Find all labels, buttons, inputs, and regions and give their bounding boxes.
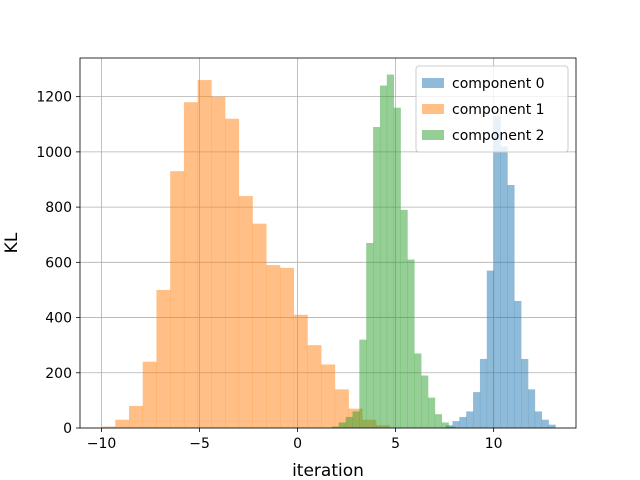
plot-frame <box>79 57 577 429</box>
x-tick-label: 5 <box>391 436 400 452</box>
axes <box>76 57 577 432</box>
bar-series-0 <box>452 421 460 428</box>
bar-series-1 <box>156 289 171 428</box>
bar-series-0 <box>521 358 529 428</box>
legend-label: component 1 <box>452 102 545 118</box>
bar-series-1 <box>101 426 116 428</box>
bar-series-2 <box>441 422 449 428</box>
bar-series-0 <box>514 300 522 428</box>
bar-series-2 <box>345 416 353 428</box>
bar-series-1 <box>307 345 322 428</box>
bar-series-2 <box>379 85 388 428</box>
bar-series-1 <box>183 102 198 428</box>
bar-series-2 <box>427 397 436 428</box>
bar-series-2 <box>393 107 401 429</box>
y-tick-label: 1200 <box>36 90 72 106</box>
legend: component 0 component 1 component 2 <box>415 65 569 153</box>
bar-series-2 <box>434 414 443 428</box>
bar-series-2 <box>414 353 422 428</box>
legend-swatch <box>422 104 444 114</box>
x-axis-title: iteration <box>292 461 364 480</box>
bar-series-0 <box>541 419 549 428</box>
bar-series-2 <box>421 375 429 428</box>
x-tick-label: 10 <box>485 436 503 452</box>
y-axis-title: KL <box>2 232 22 253</box>
y-tick-label: 200 <box>45 366 72 382</box>
bar-series-0 <box>479 358 488 428</box>
bar-series-2 <box>338 422 346 428</box>
bar-series-1 <box>142 361 157 428</box>
bar-series-1 <box>115 419 130 428</box>
bar-series-2 <box>400 209 408 428</box>
x-tick-label: −10 <box>87 436 117 452</box>
bar-series-2 <box>366 243 374 428</box>
bar-series-1 <box>197 80 212 429</box>
bar-series-2 <box>352 411 360 428</box>
bar-series-1 <box>225 118 240 428</box>
bar-series-2 <box>373 127 381 429</box>
bar-series-1 <box>279 267 294 428</box>
bar-series-1 <box>129 405 144 428</box>
y-tick-label: 0 <box>63 421 72 437</box>
bar-series-0 <box>445 425 453 428</box>
bar-series-0 <box>500 146 508 428</box>
y-tick-label: 800 <box>45 200 72 216</box>
bar-series-0 <box>466 411 474 428</box>
bar-series-0 <box>507 185 515 428</box>
bar-series-0 <box>459 416 467 428</box>
bar-series-1 <box>238 196 253 428</box>
legend-box <box>415 65 569 153</box>
bar-series-0 <box>486 270 494 428</box>
bar-series-1 <box>334 389 349 428</box>
bar-series-1 <box>293 314 308 428</box>
bar-series-1 <box>321 364 336 428</box>
y-tick-label: 400 <box>45 311 72 327</box>
legend-swatch <box>422 78 444 88</box>
histogram-bars <box>101 74 556 429</box>
bar-series-0 <box>548 424 556 428</box>
bar-series-0 <box>534 411 542 428</box>
y-tick-label: 1000 <box>36 145 72 161</box>
legend-label: component 0 <box>452 76 545 92</box>
bar-series-2 <box>407 259 415 428</box>
bar-series-1 <box>266 265 281 428</box>
legend-swatch <box>422 130 444 140</box>
bar-series-0 <box>527 389 536 428</box>
bar-series-2 <box>331 426 340 428</box>
tick-labels: −10 −5 0 5 10 0 200 400 600 800 1000 1200 <box>36 90 502 452</box>
bar-series-2 <box>359 339 367 428</box>
bar-series-2 <box>386 74 394 428</box>
bar-series-0 <box>473 392 481 428</box>
x-tick-label: −5 <box>189 436 210 452</box>
bar-series-1 <box>211 96 226 429</box>
bar-series-2 <box>448 426 456 428</box>
x-tick-label: 0 <box>293 436 302 452</box>
y-tick-label: 600 <box>45 255 72 271</box>
bar-series-0 <box>493 115 501 428</box>
bar-series-1 <box>252 223 267 428</box>
bar-series-1 <box>170 171 185 428</box>
legend-label: component 2 <box>452 128 545 144</box>
